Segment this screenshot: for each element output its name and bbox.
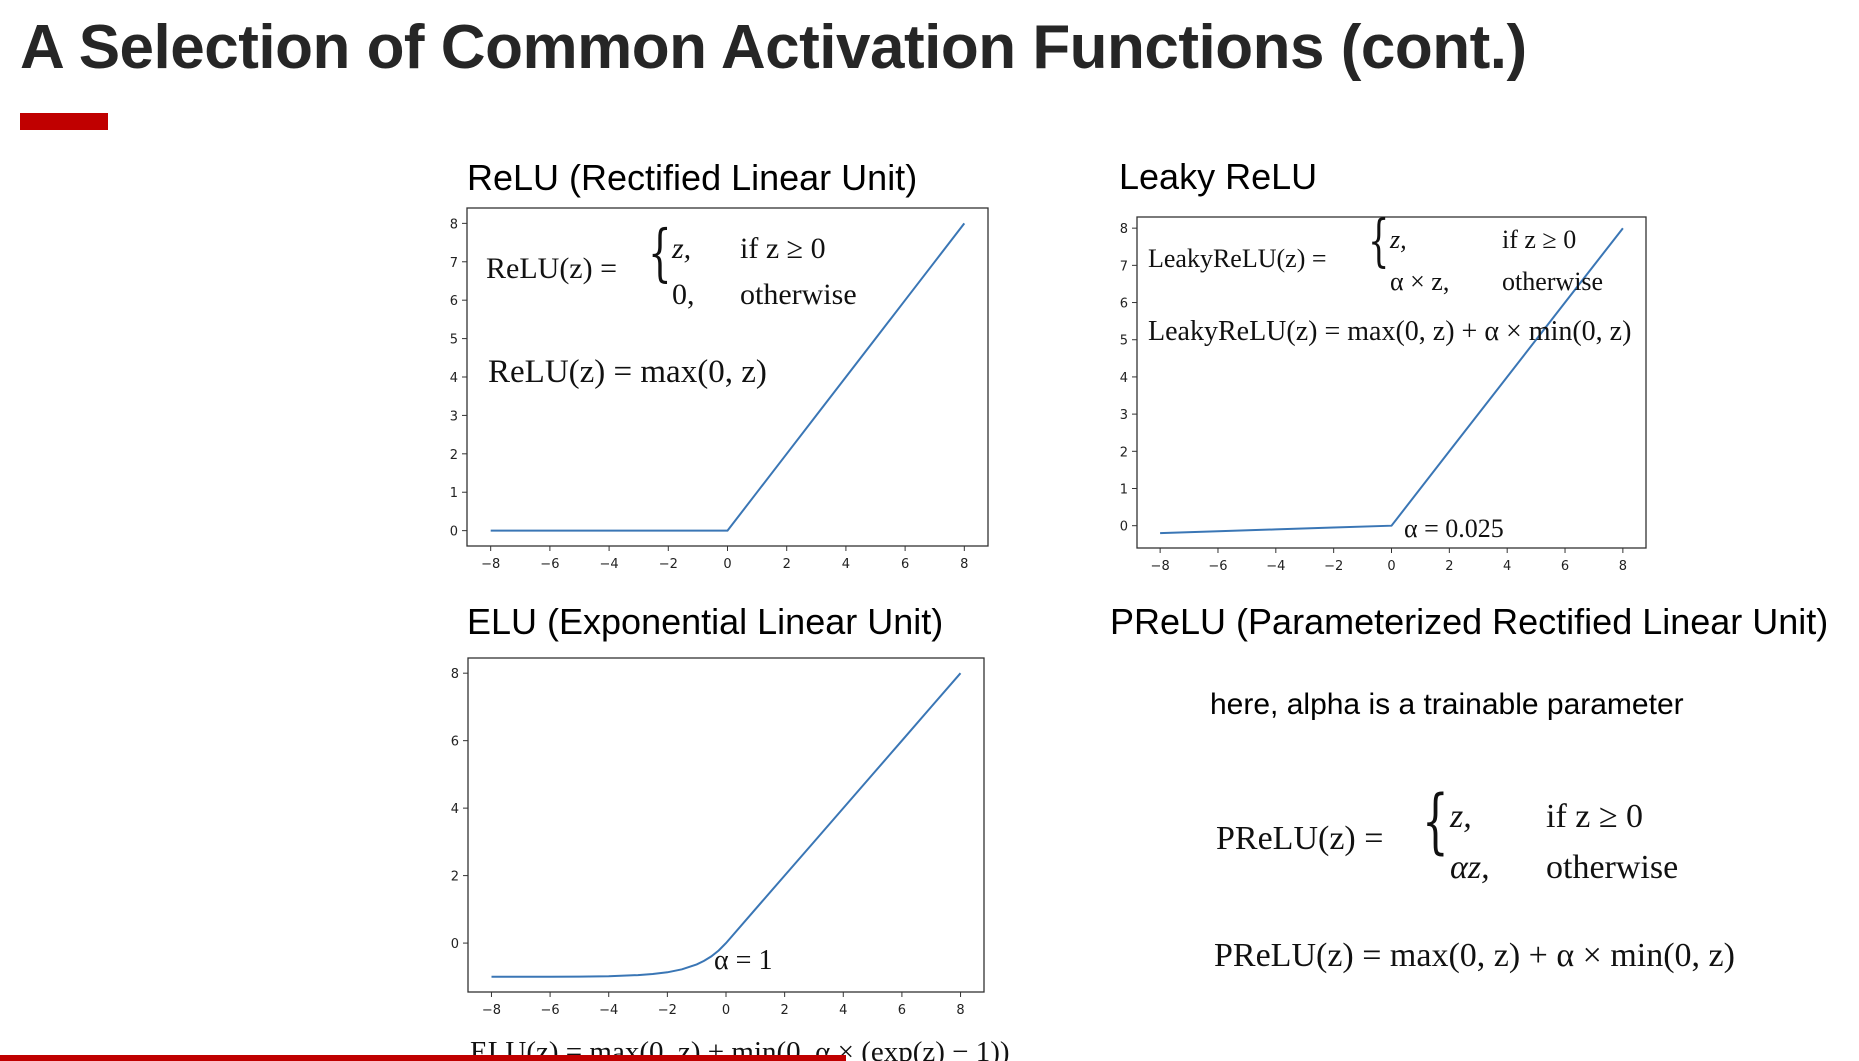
x-tick-label: −4 [599, 1003, 618, 1018]
x-tick-label: 8 [1619, 559, 1627, 574]
x-tick-label: −6 [541, 1003, 560, 1018]
elu-alpha-label: α = 1 [714, 945, 773, 976]
leaky-lhs: LeakyReLU(z) = [1148, 244, 1327, 273]
x-tick-label: 4 [1503, 559, 1511, 574]
leaky-case1-condition: if z ≥ 0 [1502, 225, 1577, 254]
prelu-lhs: PReLU(z) = [1216, 820, 1384, 857]
leaky-case2-value: α × z, [1390, 267, 1450, 296]
x-tick-label: 6 [901, 557, 909, 572]
series-line [490, 222, 966, 532]
y-tick-label: 2 [450, 448, 458, 463]
relu-case2-condition: otherwise [740, 278, 857, 311]
series-line [1160, 227, 1624, 535]
x-tick-label: −2 [659, 557, 678, 572]
prelu-case1-value: z, [1450, 798, 1472, 835]
x-tick-label: −4 [1266, 559, 1285, 574]
y-tick-label: 3 [1120, 408, 1128, 423]
y-tick-label: 6 [1120, 297, 1128, 312]
prelu-case2-value: αz, [1450, 849, 1490, 886]
x-tick-label: −8 [481, 557, 500, 572]
y-tick-label: 0 [451, 937, 459, 952]
relu-title: ReLU (Rectified Linear Unit) [467, 157, 918, 198]
bottom-accent-bar [0, 1055, 846, 1061]
y-tick-label: 4 [450, 371, 458, 386]
y-tick-label: 1 [1120, 482, 1128, 497]
brace: { [1368, 209, 1390, 274]
y-tick-label: 8 [450, 217, 458, 232]
x-tick-label: −8 [482, 1003, 501, 1018]
x-tick-label: −6 [540, 557, 559, 572]
x-tick-label: 0 [723, 557, 731, 572]
y-tick-label: 7 [450, 256, 458, 271]
x-tick-label: −2 [1324, 559, 1343, 574]
x-tick-label: −2 [658, 1003, 677, 1018]
leaky-alpha-label: α = 0.025 [1404, 514, 1504, 543]
leaky-relu-title: Leaky ReLU [1119, 156, 1318, 197]
y-tick-label: 6 [450, 294, 458, 309]
relu-case1-condition: if z ≥ 0 [740, 232, 826, 265]
elu-title: ELU (Exponential Linear Unit) [467, 601, 944, 642]
x-tick-label: 6 [1561, 559, 1569, 574]
y-tick-label: 1 [450, 486, 458, 501]
relu-case1-value: z, [672, 232, 692, 265]
y-tick-label: 0 [450, 525, 458, 540]
y-tick-label: 6 [451, 735, 459, 750]
y-tick-label: 2 [1120, 445, 1128, 460]
x-tick-label: −4 [600, 557, 619, 572]
y-tick-label: 7 [1120, 259, 1128, 274]
prelu-case2-condition: otherwise [1546, 849, 1679, 886]
relu-lhs: ReLU(z) = [486, 252, 618, 285]
y-tick-label: 8 [451, 667, 459, 682]
brace: { [648, 216, 672, 289]
prelu-note: here, alpha is a trainable parameter [1210, 688, 1684, 721]
x-tick-label: 0 [722, 1003, 730, 1018]
prelu-case1-condition: if z ≥ 0 [1546, 798, 1644, 835]
x-tick-label: 6 [898, 1003, 906, 1018]
x-tick-label: 4 [842, 557, 850, 572]
slide-title: A Selection of Common Activation Functio… [20, 13, 1527, 82]
leaky-case2-condition: otherwise [1502, 267, 1604, 296]
y-tick-label: 5 [1120, 334, 1128, 349]
y-tick-label: 2 [451, 870, 459, 885]
x-tick-label: 2 [780, 1003, 788, 1018]
y-tick-label: 8 [1120, 222, 1128, 237]
x-tick-label: 2 [783, 557, 791, 572]
x-tick-label: −6 [1208, 559, 1227, 574]
y-tick-label: 0 [1120, 520, 1128, 535]
x-tick-label: 8 [956, 1003, 964, 1018]
y-tick-label: 3 [450, 409, 458, 424]
y-tick-label: 4 [451, 802, 459, 817]
brace: { [1422, 780, 1449, 862]
x-tick-label: 2 [1445, 559, 1453, 574]
relu-case2-value: 0, [672, 278, 695, 311]
prelu-max-formula: PReLU(z) = max(0, z) + α × min(0, z) [1214, 937, 1735, 974]
x-tick-label: −8 [1151, 559, 1170, 574]
leaky-case1-value: z, [1390, 225, 1407, 254]
x-tick-label: 8 [960, 557, 968, 572]
x-tick-label: 4 [839, 1003, 847, 1018]
x-tick-label: 0 [1387, 559, 1395, 574]
leaky-max-formula: LeakyReLU(z) = max(0, z) + α × min(0, z) [1148, 316, 1632, 347]
relu-max-formula: ReLU(z) = max(0, z) [488, 354, 767, 390]
title-accent-bar [20, 113, 108, 130]
prelu-title: PReLU (Parameterized Rectified Linear Un… [1110, 601, 1829, 642]
y-tick-label: 4 [1120, 371, 1128, 386]
series-line [491, 672, 962, 978]
y-tick-label: 5 [450, 333, 458, 348]
